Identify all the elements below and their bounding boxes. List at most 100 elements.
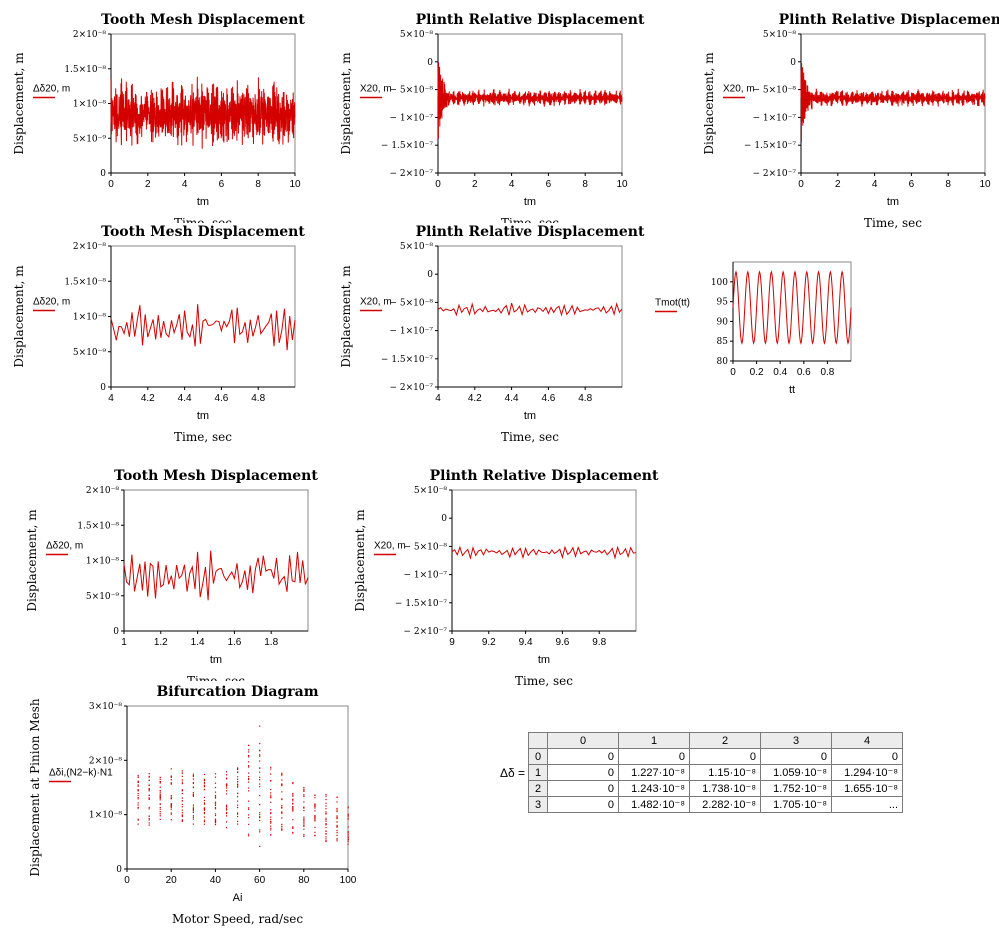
scatter-point <box>292 798 294 801</box>
y-tick-label: − 5×10⁻⁸ <box>390 86 434 96</box>
scatter-point <box>270 796 272 798</box>
series-line <box>451 545 637 560</box>
scatter-point <box>325 813 327 815</box>
scatter-point <box>181 806 183 808</box>
scatter-point <box>259 760 261 762</box>
scatter-point <box>237 800 239 802</box>
y-tick-label: − 1.5×10⁻⁷ <box>744 141 796 151</box>
table-row: 0 0 0 0 0 0 <box>528 748 903 765</box>
scatter-point <box>237 776 239 778</box>
col-header: 3 <box>760 732 832 749</box>
scatter-point <box>314 804 316 807</box>
scatter-point <box>214 806 217 809</box>
scatter-column <box>314 794 316 837</box>
y-tick-label: 0 <box>441 514 447 524</box>
x-tick-label: 9 <box>449 637 455 648</box>
row-header: 3 <box>528 796 548 813</box>
scatter-point <box>203 823 206 825</box>
scatter-point <box>148 775 150 778</box>
plot-p4[interactable]: Tooth Mesh Displacement 2×10⁻⁸ 1.5×10⁻⁸ 1×1… <box>12 224 305 444</box>
y-tick-label: 5×10⁻⁸ <box>414 486 447 496</box>
x-tick-label: 8 <box>945 179 951 190</box>
scatter-point <box>137 790 139 792</box>
x-tick-label: 4.6 <box>214 393 228 404</box>
scatter-point <box>347 806 349 808</box>
y-tick-label: 5×10⁻⁹ <box>86 592 119 602</box>
scatter-point <box>203 778 206 780</box>
plot-p9[interactable]: Bifurcation Diagram 3×10⁻⁸ 2×10⁻⁸ 1×10⁻⁸ 00 2… <box>28 684 357 926</box>
scatter-point <box>214 818 217 820</box>
legend-label: X20, m <box>374 541 406 552</box>
scatter-point <box>270 820 272 822</box>
scatter-point <box>325 833 327 835</box>
scatter-point <box>225 815 228 817</box>
scatter-point <box>170 803 172 805</box>
result-matrix[interactable]: 0 1 2 3 4 0 0 0 0 0 0 1 0 1.227·10⁻⁸ 1.1… <box>528 732 903 813</box>
scatter-point <box>347 840 349 843</box>
scatter-point <box>203 813 206 815</box>
scatter-column <box>325 794 327 843</box>
x-axis-caption: Time, sec <box>864 216 922 230</box>
scatter-point <box>159 803 161 805</box>
y-tick-label: − 1×10⁻⁷ <box>404 571 448 581</box>
y-tick-label: 5×10⁻⁸ <box>763 30 796 40</box>
scatter-point <box>248 790 250 792</box>
scatter-point <box>336 840 338 842</box>
x-axis-variable: tm <box>524 196 536 208</box>
scatter-point <box>225 813 228 815</box>
x-tick-label: 0.8 <box>820 367 834 378</box>
scatter-point <box>314 820 316 822</box>
y-axis-label: Displacement, m <box>12 52 26 155</box>
scatter-point <box>347 826 349 828</box>
scatter-point <box>203 773 206 776</box>
scatter-point <box>292 800 294 802</box>
scatter-point <box>237 813 239 815</box>
scatter-point <box>248 833 250 835</box>
scatter-point <box>336 807 338 810</box>
scatter-point <box>192 782 194 784</box>
plot-p1[interactable]: Tooth Mesh Displacement 2×10⁻⁸ 1.5×10⁻⁸ 1×1… <box>12 12 305 230</box>
scatter-point <box>214 820 217 822</box>
scatter-point <box>170 775 172 777</box>
scatter-point <box>170 796 172 798</box>
x-tick-label: 10 <box>979 179 991 190</box>
plot-p6[interactable]: 100 95 90 85 800 0.2 0.4 0.6 0.8 tt Tmot(tt) <box>655 261 852 396</box>
scatter-column <box>347 806 349 845</box>
scatter-point <box>270 822 272 824</box>
plot-title: Tooth Mesh Displacement <box>101 224 305 240</box>
row-header: 2 <box>528 780 548 797</box>
x-tick-label: 4 <box>872 179 878 190</box>
x-axis-variable: Ai <box>233 892 243 904</box>
scatter-point <box>181 779 183 781</box>
table-cell: 1.738·10⁻⁸ <box>689 780 761 797</box>
scatter-point <box>214 796 217 798</box>
scatter-point <box>159 786 161 788</box>
legend-label: Tmot(tt) <box>655 298 690 309</box>
scatter-point <box>148 824 150 826</box>
scatter-point <box>203 781 206 783</box>
scatter-point <box>270 829 272 831</box>
y-axis-label: Displacement, m <box>339 265 353 368</box>
scatter-point <box>347 839 349 841</box>
scatter-point <box>203 788 206 790</box>
scatter-point <box>336 821 338 823</box>
scatter-point <box>159 776 161 778</box>
scatter-point <box>259 725 261 727</box>
plot-p5[interactable]: Plinth Relative Displacement 5×10⁻⁸ 0 − 5×1… <box>339 224 645 444</box>
plot-p2[interactable]: Plinth Relative Displacement 5×10⁻⁸ 0 − 5×1… <box>339 12 645 230</box>
scatter-point <box>148 797 150 800</box>
plot-p3[interactable]: Plinth Relative Displacement 5×10⁻⁸ 0 − 5×1… <box>702 12 999 230</box>
scatter-point <box>225 778 228 780</box>
y-axis-label: Displacement, m <box>339 52 353 155</box>
scatter-point <box>281 798 283 801</box>
plot-p7[interactable]: Tooth Mesh Displacement 2×10⁻⁸ 1.5×10⁻⁸ 1×1… <box>25 468 318 688</box>
y-tick-label: 0 <box>427 270 433 280</box>
scatter-point <box>336 809 338 811</box>
scatter-column <box>237 767 239 825</box>
scatter-point <box>159 796 161 798</box>
scatter-point <box>314 807 316 809</box>
scatter-point <box>148 818 150 820</box>
scatter-point <box>203 819 206 821</box>
scatter-point <box>237 820 239 822</box>
plot-p8[interactable]: Plinth Relative Displacement 5×10⁻⁸ 0 − 5×1… <box>353 468 659 688</box>
